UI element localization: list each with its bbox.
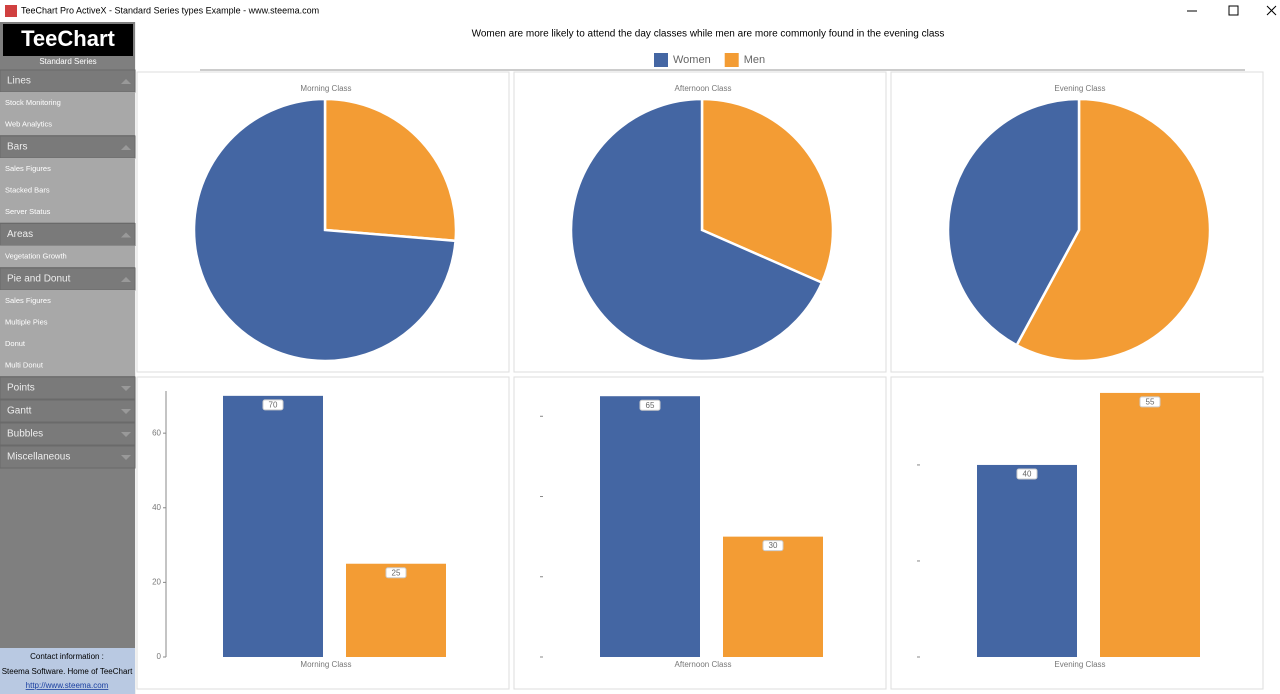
section-arrow	[121, 455, 131, 460]
section-arrow	[121, 232, 131, 238]
data-label-box	[1139, 396, 1161, 408]
y-tick-label: 20	[152, 577, 161, 586]
logo: TeeChart	[21, 26, 115, 51]
x-tick-label: Evening Class	[1054, 660, 1105, 669]
x-tick-label: Afternoon Class	[675, 660, 732, 669]
section-label[interactable]: Points	[7, 383, 35, 394]
bar	[1100, 392, 1200, 657]
menu-item[interactable]: Server Status	[5, 207, 51, 216]
section-arrow	[121, 277, 131, 282]
menu-item[interactable]: Donut	[5, 339, 26, 348]
data-label: 55	[1146, 398, 1155, 407]
section-label[interactable]: Bubbles	[7, 429, 43, 440]
section-arrow	[121, 79, 131, 84]
section-label[interactable]: Bars	[7, 142, 28, 153]
data-label: 40	[1023, 470, 1032, 479]
menu-item[interactable]: Web Analytics	[5, 119, 52, 128]
pie-slice	[1014, 97, 1212, 363]
contact-text: Steema Software. Home of TeeChart	[2, 667, 133, 676]
pie-slice	[569, 97, 824, 363]
data-label-box	[639, 399, 661, 411]
section-arrow	[121, 409, 131, 414]
pie-slice	[946, 97, 1081, 347]
close-button[interactable]	[1266, 5, 1277, 16]
pie-title: Morning Class	[300, 84, 351, 93]
section-label[interactable]: Lines	[7, 76, 31, 87]
menu-item[interactable]: Stock Monitoring	[5, 98, 61, 107]
window-title: TeeChart Pro ActiveX - Standard Series t…	[21, 5, 319, 15]
section-header[interactable]	[0, 376, 136, 400]
title-bar	[0, 0, 1280, 22]
section-label[interactable]: Pie and Donut	[7, 274, 71, 285]
data-label: 30	[769, 541, 778, 550]
y-tick-label: 0	[157, 652, 162, 661]
data-label-box	[262, 399, 284, 411]
section-items-bg	[0, 158, 135, 223]
x-tick-label: Morning Class	[300, 660, 351, 669]
bar	[723, 536, 823, 657]
bar	[223, 395, 323, 657]
pie-slice	[323, 97, 458, 243]
section-arrow	[121, 432, 131, 437]
data-label: 25	[392, 568, 401, 577]
contact-heading: Contact information :	[30, 652, 104, 661]
data-label-box	[762, 540, 784, 552]
section-arrow	[121, 386, 131, 391]
pie-slice	[192, 97, 457, 363]
section-label[interactable]: Gantt	[7, 406, 32, 417]
logo-subtitle: Standard Series	[39, 57, 96, 66]
pie-title: Afternoon Class	[675, 84, 732, 93]
menu-item[interactable]: Multiple Pies	[5, 317, 48, 326]
menu-item[interactable]: Sales Figures	[5, 296, 51, 305]
contact-link[interactable]: http://www.steema.com	[26, 681, 109, 690]
section-items-bg	[0, 245, 135, 267]
section-label[interactable]: Areas	[7, 229, 33, 240]
pie-slice	[700, 97, 835, 285]
data-label: 70	[269, 400, 278, 409]
section-header[interactable]	[0, 399, 136, 423]
data-label: 65	[646, 401, 655, 410]
section-items-bg	[0, 290, 135, 376]
section-label[interactable]: Miscellaneous	[7, 452, 70, 463]
bar	[977, 464, 1077, 657]
pie-title: Evening Class	[1054, 84, 1105, 93]
menu-item[interactable]: Vegetation Growth	[5, 251, 67, 260]
legend-label: Men	[744, 54, 765, 66]
contact-box	[0, 648, 135, 694]
header-title: Women are more likely to attend the day …	[472, 29, 945, 40]
bar	[346, 563, 446, 657]
data-label-box	[1016, 468, 1038, 480]
menu-item[interactable]: Sales Figures	[5, 164, 51, 173]
menu-item[interactable]: Multi Donut	[5, 360, 44, 369]
legend-swatch	[654, 53, 668, 67]
section-items-bg	[0, 92, 135, 135]
section-arrow	[121, 145, 131, 150]
menu-item[interactable]: Stacked Bars	[5, 185, 50, 194]
bar	[600, 396, 700, 657]
legend-swatch	[724, 53, 739, 67]
legend-label: Women	[673, 54, 711, 66]
maximize-button[interactable]	[1228, 5, 1239, 16]
section-header[interactable]	[0, 445, 136, 469]
y-tick-label: 40	[152, 503, 161, 512]
logo-box	[3, 24, 133, 56]
app-icon	[5, 5, 17, 17]
data-label-box	[385, 567, 407, 579]
section-header[interactable]	[0, 422, 136, 446]
y-tick-label: 60	[152, 428, 161, 437]
